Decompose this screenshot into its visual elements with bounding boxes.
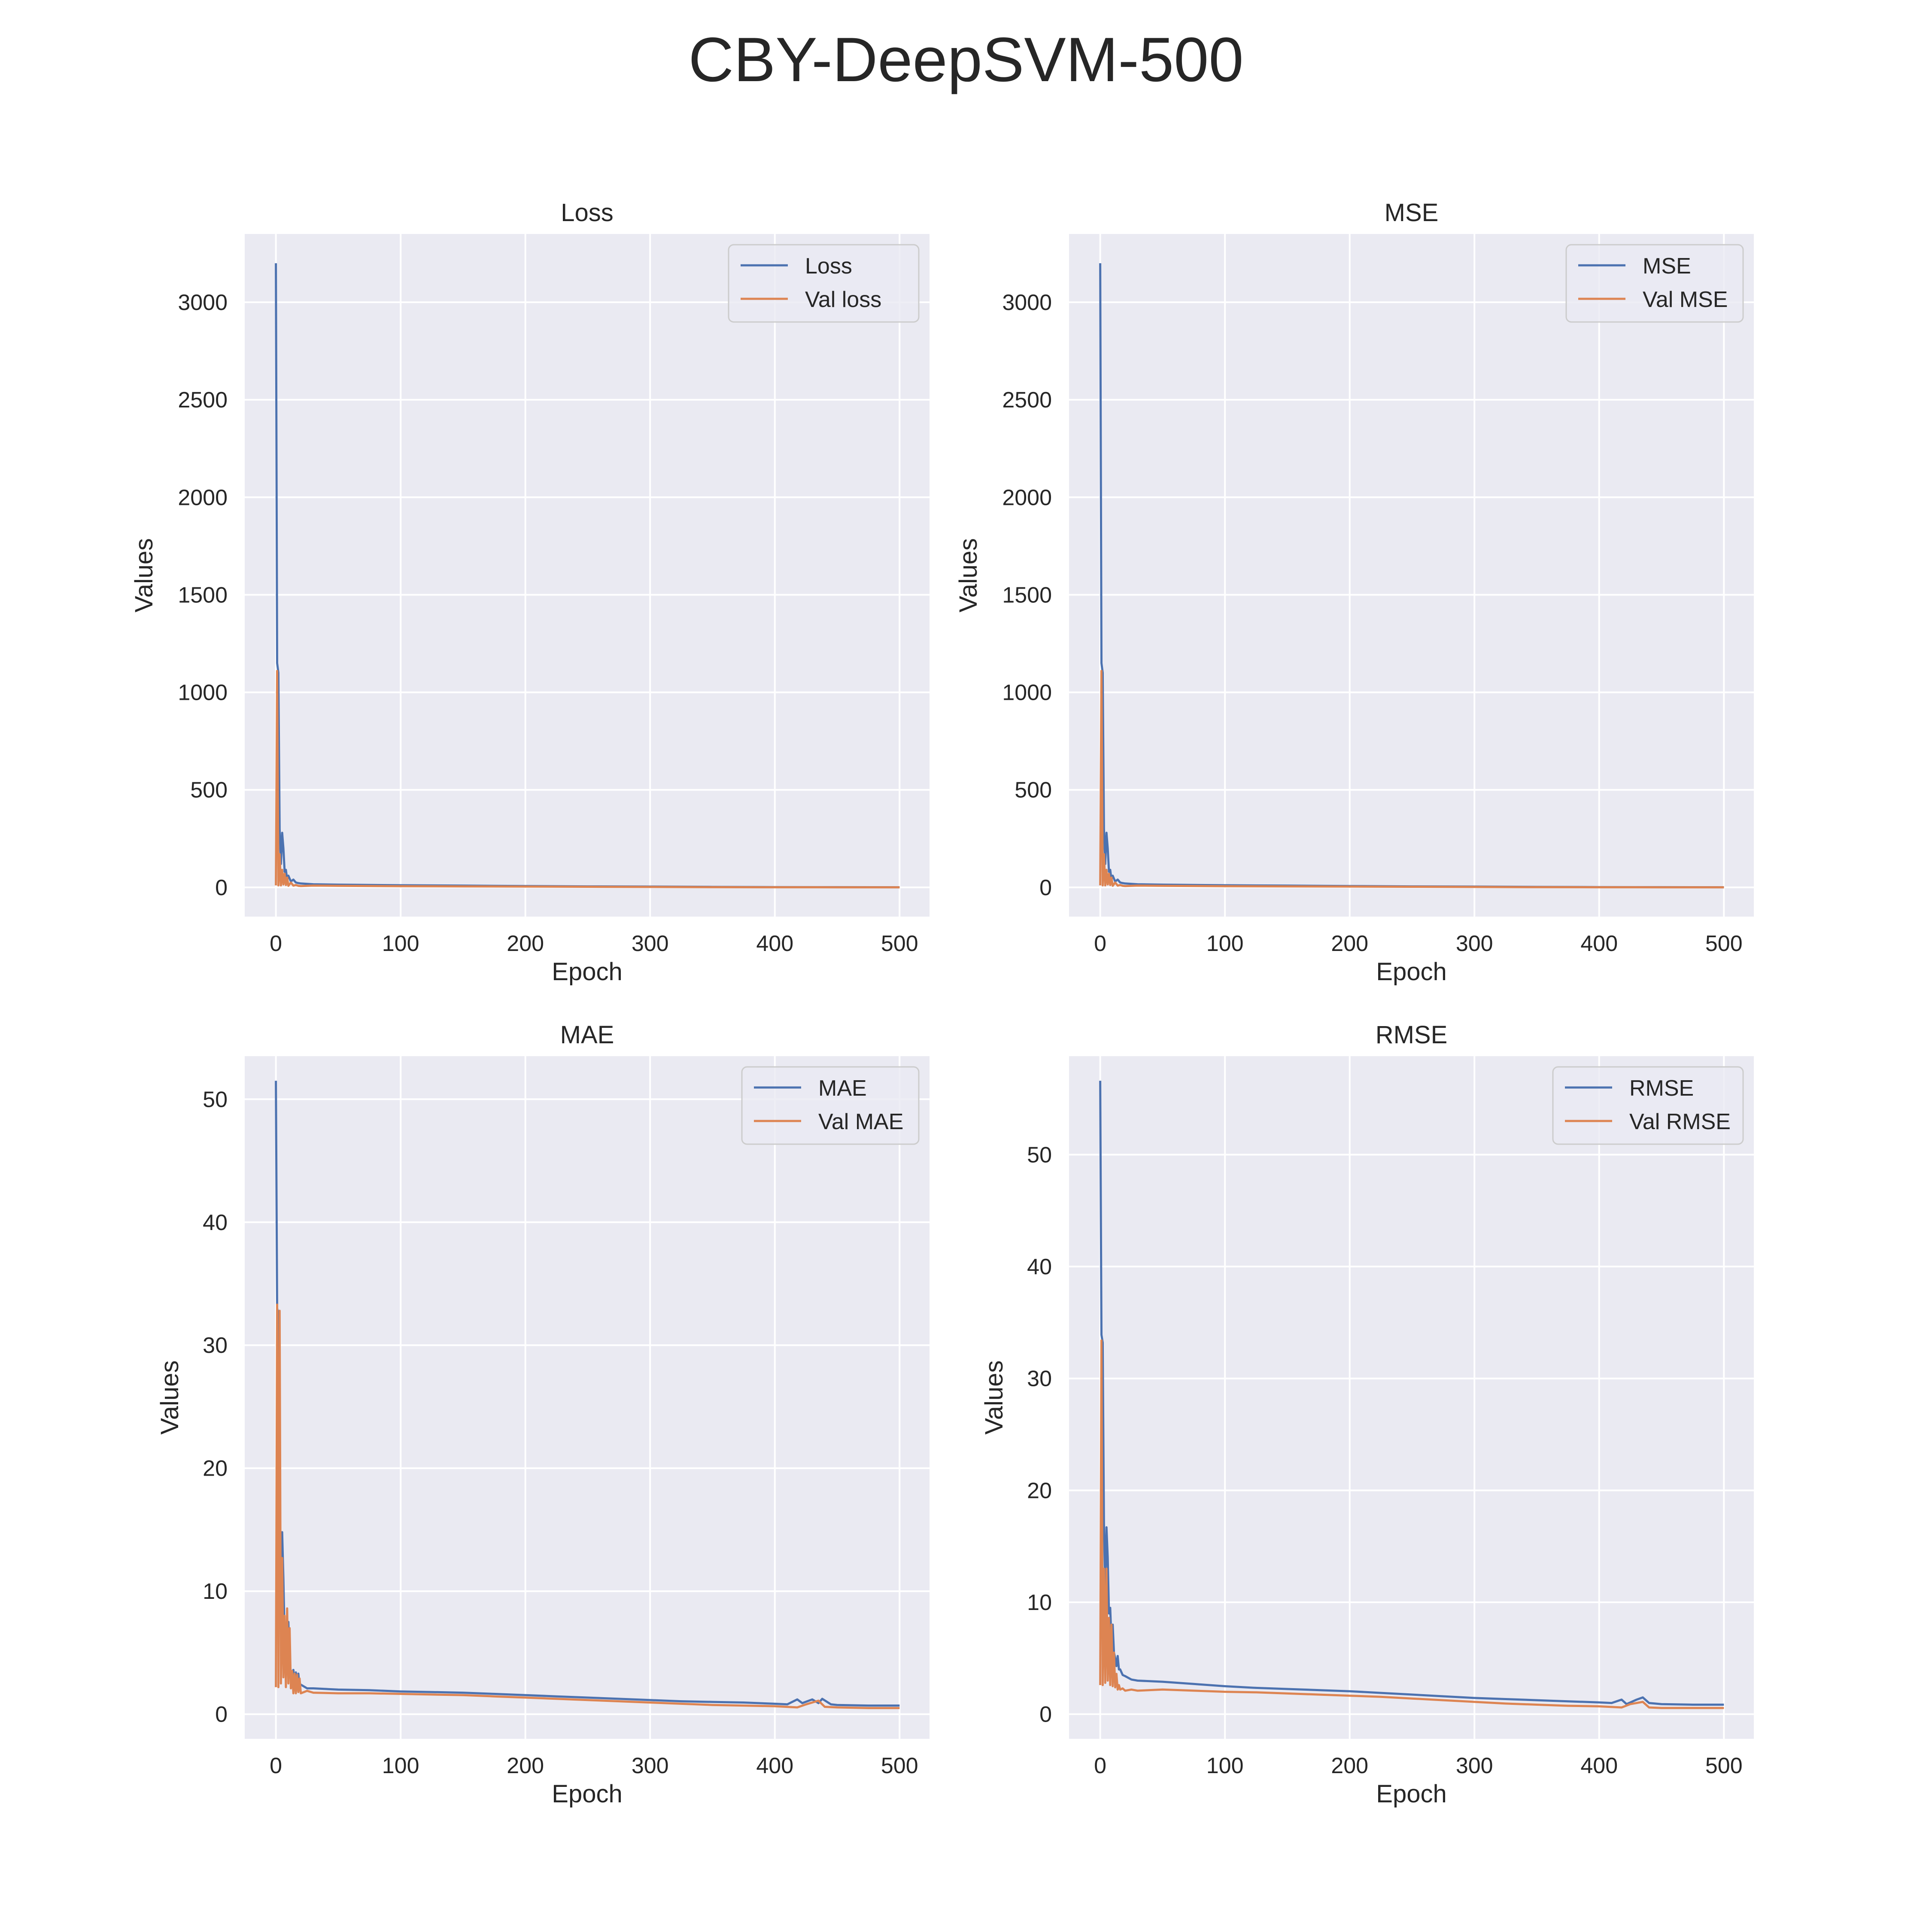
y-tick-label: 40 [203,1210,228,1235]
y-tick-label: 30 [203,1333,228,1358]
x-tick-label: 200 [1331,1753,1368,1778]
series-line-val-mse [1099,670,1724,889]
legend-label-val-mse: Val MSE [1643,287,1728,312]
y-tick-label: 2000 [178,485,228,510]
legend-box [1565,244,1744,323]
panel-title: MSE [1385,199,1439,227]
series-line-rmse [1099,1081,1724,1706]
x-tick-label: 200 [507,931,544,956]
y-tick-label: 0 [1039,1702,1052,1727]
y-tick-label: 50 [1027,1142,1052,1167]
panel-title: Loss [561,199,614,227]
panel-mae: 0 100 200 300 400 500 0 10 20 30 40 50 MAE Epoch Value… [156,1021,930,1808]
legend: MAE Val MAE [741,1066,920,1145]
plot-area [245,234,930,917]
x-tick-label: 0 [270,931,282,956]
y-tick-label: 10 [203,1579,228,1604]
panel-title: RMSE [1376,1021,1448,1049]
x-axis-label: Epoch [1376,958,1446,986]
legend-box [1552,1066,1744,1145]
figure-title: CBY-DeepSVM-500 [688,24,1244,94]
y-tick-label: 20 [203,1456,228,1481]
series-line-val-loss [275,670,900,889]
x-tick-label: 500 [881,931,918,956]
y-tick-label: 1000 [178,680,228,705]
plot-area [1069,1056,1754,1739]
legend-label-val-rmse: Val RMSE [1629,1109,1731,1134]
x-tick-label: 500 [1705,931,1743,956]
y-axis-label: Values [156,1360,184,1434]
y-tick-label: 2000 [1002,485,1052,510]
x-tick-label: 200 [1331,931,1368,956]
y-tick-label: 10 [1027,1590,1052,1615]
panel-mse: 0 100 200 300 400 500 0 500 1000 1500 2000 2500 3000… [954,199,1754,986]
plot-area [245,1056,930,1739]
legend: MSE Val MSE [1565,244,1744,323]
legend-box [728,244,920,323]
panel-loss: 0 100 200 300 400 500 0 500 1000 1500 2000 2500 3000… [130,199,930,986]
y-tick-label: 1500 [178,583,228,608]
x-axis-label: Epoch [552,958,622,986]
y-axis-label: Values [954,538,982,612]
legend-box [741,1066,920,1145]
legend-label-loss: Loss [805,254,852,279]
legend-label-val-loss: Val loss [805,287,881,312]
y-tick-label: 40 [1027,1255,1052,1279]
legend-label-val-mae: Val MAE [818,1109,903,1134]
x-tick-label: 400 [756,931,793,956]
y-tick-label: 2500 [178,388,228,413]
y-tick-label: 500 [190,778,228,803]
x-tick-label: 400 [1580,931,1618,956]
y-tick-label: 30 [1027,1367,1052,1391]
legend-label-rmse: RMSE [1629,1076,1694,1101]
x-tick-label: 0 [1094,1753,1106,1778]
y-tick-label: 20 [1027,1478,1052,1503]
x-axis-label: Epoch [1376,1780,1446,1808]
x-tick-label: 100 [1206,1753,1244,1778]
y-tick-label: 1000 [1002,680,1052,705]
x-tick-label: 300 [1456,1753,1493,1778]
legend: Loss Val loss [728,244,920,323]
x-tick-label: 100 [382,1753,419,1778]
y-axis-label: Values [980,1360,1008,1434]
x-tick-label: 200 [507,1753,544,1778]
y-axis-label: Values [130,538,158,612]
x-tick-label: 300 [1456,931,1493,956]
x-tick-label: 400 [1580,1753,1618,1778]
y-tick-label: 1500 [1002,583,1052,608]
legend: RMSE Val RMSE [1552,1066,1744,1145]
x-tick-label: 100 [382,931,419,956]
legend-label-mse: MSE [1643,254,1691,279]
panel-title: MAE [560,1021,614,1049]
x-tick-label: 500 [881,1753,918,1778]
legend-label-mae: MAE [818,1076,867,1101]
panel-rmse: 0 100 200 300 400 500 0 10 20 30 40 50 RMSE Epoch Valu… [980,1021,1754,1808]
y-tick-label: 50 [203,1087,228,1112]
y-tick-label: 3000 [1002,290,1052,315]
x-tick-label: 300 [632,931,669,956]
y-tick-label: 2500 [1002,388,1052,413]
x-tick-label: 400 [756,1753,793,1778]
series-line-val-mae [275,1303,900,1709]
y-tick-label: 0 [215,875,228,900]
x-tick-label: 0 [270,1753,282,1778]
x-tick-label: 500 [1705,1753,1743,1778]
series-line-val-rmse [1099,1339,1724,1709]
y-tick-label: 500 [1015,778,1052,803]
x-tick-label: 0 [1094,931,1106,956]
x-tick-label: 100 [1206,931,1244,956]
y-tick-label: 3000 [178,290,228,315]
plot-area [1069,234,1754,917]
x-tick-label: 300 [632,1753,669,1778]
x-axis-label: Epoch [552,1780,622,1808]
y-tick-label: 0 [215,1702,228,1727]
y-tick-label: 0 [1039,875,1052,900]
